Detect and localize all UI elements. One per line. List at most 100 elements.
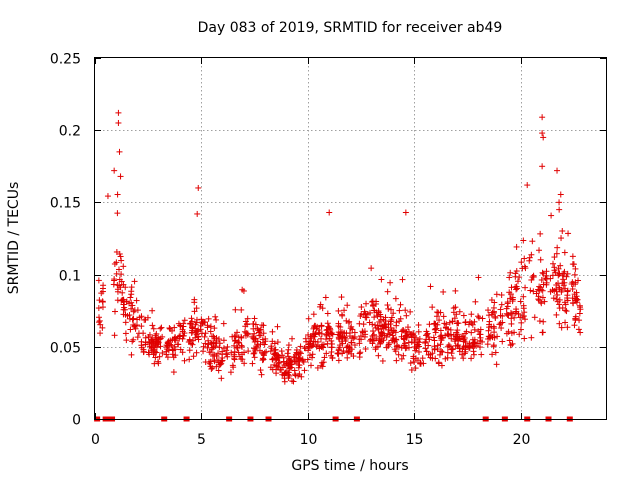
data-point [231,342,238,349]
data-point [357,332,364,339]
data-point [486,335,493,342]
data-point [295,364,302,371]
data-point [526,257,533,264]
data-point [117,173,124,180]
data-point [407,360,414,367]
data-point [431,326,438,333]
data-point [344,302,351,309]
data-point [131,307,138,314]
data-point [140,348,147,355]
data-point [319,305,326,312]
data-point [274,323,281,330]
data-point [343,344,350,351]
data-point [341,307,348,314]
data-point [335,307,342,314]
data-point [95,277,102,284]
data-point [118,278,125,285]
data-point [430,334,437,341]
data-point [518,259,525,266]
data-point [96,317,103,324]
data-point [250,334,257,341]
data-point [528,251,535,258]
data-point [260,322,267,329]
data-point [116,148,123,155]
data-point [484,341,491,348]
data-point [540,270,547,277]
y-axis-title: SRMTID / TECUs [6,182,22,295]
data-point [115,119,122,126]
data-point [563,308,570,315]
data-point [456,345,463,352]
data-point [393,357,400,364]
data-point [429,304,436,311]
data-point [556,320,563,327]
data-point [375,308,382,315]
data-point [99,324,106,331]
data-point [239,351,246,358]
data-point [417,359,424,366]
data-point [451,315,458,322]
data-point [144,314,151,321]
data-point [245,348,252,355]
data-point [205,315,212,322]
data-point [97,330,104,337]
data-point [120,306,127,313]
data-point [547,288,554,295]
data-point [571,271,578,278]
data-point [553,311,560,318]
data-point [151,360,158,367]
data-point [134,334,141,341]
data-point [295,372,302,379]
data-point [370,337,377,344]
data-point [100,282,107,289]
data-point [140,330,147,337]
data-point [571,322,578,329]
data-point [408,366,415,373]
data-point [99,304,106,311]
data-point [262,338,269,345]
data-point [383,333,390,340]
data-point [170,369,177,376]
data-point [471,339,478,346]
data-point [119,289,126,296]
data-point [427,354,434,361]
data-point [397,301,404,308]
data-point [351,333,358,340]
data-point [388,316,395,323]
data-point [462,330,469,337]
data-point [377,311,384,318]
data-point [215,350,222,357]
data-point [400,352,407,359]
data-point [506,274,513,281]
data-point [564,288,571,295]
data-point [558,324,565,331]
data-point [308,362,315,369]
data-point [367,309,374,316]
data-point [194,328,201,335]
data-point [394,342,401,349]
data-point [315,329,322,336]
x-axis-title: GPS time / hours [291,458,408,474]
data-point [379,323,386,330]
data-point [186,347,193,354]
data-point [349,334,356,341]
data-point [492,315,499,322]
data-point [283,360,290,367]
data-point [122,319,129,326]
y-tick-label: 0.05 [50,341,81,357]
data-point [492,349,499,356]
data-point [314,364,321,371]
data-point [268,343,275,350]
data-point [479,315,486,322]
data-point [489,334,496,341]
data-point [159,333,166,340]
data-point [329,331,336,338]
data-point [450,309,457,316]
data-point [263,348,270,355]
data-point [556,301,563,308]
data-point [387,321,394,328]
data-point [506,337,513,344]
data-point [540,134,547,141]
data-point [508,330,515,337]
data-point [319,363,326,370]
